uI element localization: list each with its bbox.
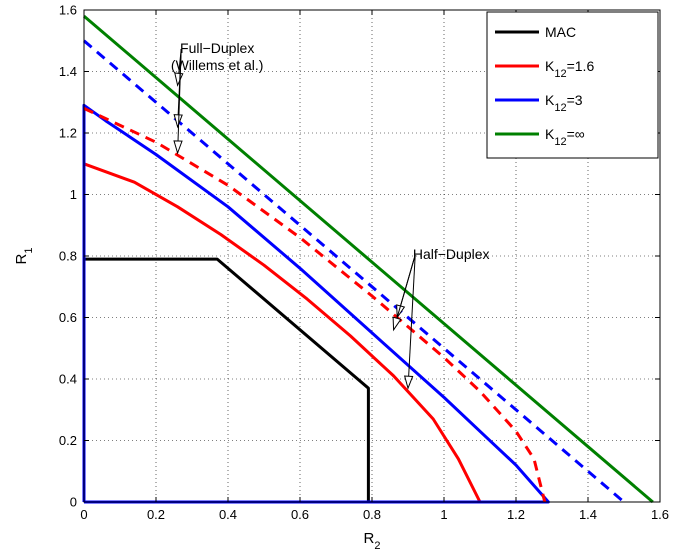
series-line-k12-1-6-full-duplex — [83, 107, 547, 503]
annotation-arrow-head — [392, 316, 402, 332]
annotation-arrow-line — [393, 254, 416, 330]
x-tick-label: 0.4 — [219, 507, 237, 522]
annotation-arrow-line — [177, 49, 182, 154]
full-duplex-annotation: Full−Duplex (Willems et al.) — [171, 40, 264, 73]
x-axis-label: R2 — [364, 530, 381, 552]
legend-label: MAC — [545, 24, 576, 40]
annotation-arrow-head — [403, 375, 414, 390]
x-tick-label: 0.6 — [291, 507, 309, 522]
series-line-k12-1-6 — [83, 162, 482, 503]
annotation-arrow-head — [173, 140, 183, 155]
x-tick-label: 0.2 — [147, 507, 165, 522]
y-tick-label: 0.4 — [59, 372, 77, 387]
y-tick-label: 1.6 — [59, 3, 77, 18]
x-tick-label: 1 — [440, 507, 447, 522]
legend-label: K12=1.6 — [545, 58, 594, 80]
x-tick-label: 1.4 — [579, 507, 597, 522]
y-tick-label: 0.6 — [59, 310, 77, 325]
y-tick-label: 0 — [70, 495, 77, 510]
x-tick-label: 1.6 — [651, 507, 669, 522]
annotations: Full−Duplex (Willems et al.) Half−Duplex — [171, 40, 490, 390]
y-tick-label: 1 — [70, 187, 77, 202]
legend: MAC K12=1.6 K12=3 K12=∞ — [486, 11, 659, 159]
x-tick-label: 0 — [80, 507, 87, 522]
y-tick-label: 1.2 — [59, 126, 77, 141]
legend-label: K12=∞ — [545, 126, 585, 148]
ticks: 0 0.2 0.4 0.6 0.8 1 1.2 1.4 1.6 0 0.2 0.4 0.6 0.8 1 1.2… — [59, 3, 669, 523]
y-tick-label: 0.2 — [59, 433, 77, 448]
y-axis-label: R1 — [13, 248, 35, 265]
x-tick-label: 1.2 — [507, 507, 525, 522]
y-tick-label: 1.4 — [59, 64, 77, 79]
annotation-arrow-head — [173, 114, 183, 129]
y-tick-label: 0.8 — [59, 249, 77, 264]
annotation-arrow-line — [407, 255, 416, 389]
series-line-mac — [84, 257, 370, 502]
legend-label: K12=3 — [545, 92, 583, 114]
x-tick-label: 0.8 — [363, 507, 381, 522]
half-duplex-annotation: Half−Duplex — [413, 246, 490, 262]
